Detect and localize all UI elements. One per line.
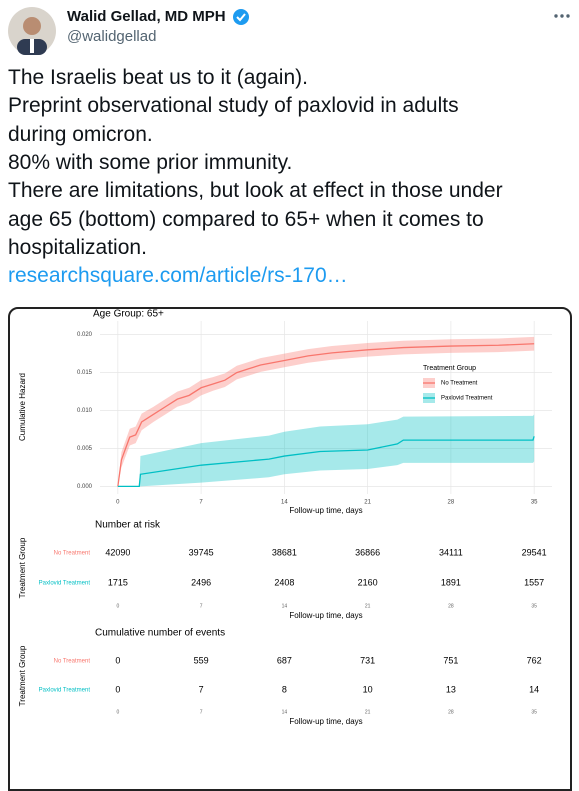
- tweet-text-line: hospitalization.: [8, 235, 147, 259]
- table-cell: 0: [115, 684, 120, 694]
- legend-label: No Treatment: [441, 381, 478, 387]
- tweet-text-line: age 65 (bottom) compared to 65+ when it …: [8, 207, 484, 231]
- tweet-text-line: There are limitations, but look at effec…: [8, 179, 503, 203]
- table-cell: 762: [527, 655, 542, 665]
- table-cell: 2160: [358, 577, 378, 587]
- x-tick-label: 7: [200, 709, 203, 715]
- table-cell: 2408: [274, 577, 294, 587]
- confidence-band: [117, 336, 535, 487]
- x-axis-label: Follow-up time, days: [289, 717, 362, 726]
- table-cell: 13: [446, 684, 456, 694]
- table-cell: 8: [282, 684, 287, 694]
- verified-badge: [233, 9, 249, 25]
- x-tick-label: 0: [116, 500, 120, 506]
- table-row-label: Paxlovid Treatment: [39, 688, 91, 694]
- tweet-link[interactable]: researchsquare.com/article/rs-170…: [8, 264, 348, 287]
- tweet-text-line: The Israelis beat us to it (again).: [8, 66, 308, 89]
- confidence-band: [117, 414, 535, 487]
- table-row-label: Paxlovid Treatment: [39, 581, 91, 587]
- table-cell: 14: [529, 684, 539, 694]
- x-tick-label: 0: [116, 603, 119, 609]
- table-cell: 36866: [355, 547, 380, 557]
- x-tick-label: 21: [365, 709, 371, 715]
- tweet-text-line: Preprint observational study of paxlovid…: [8, 94, 459, 118]
- x-tick-label: 35: [531, 603, 537, 609]
- x-tick-label: 28: [448, 709, 454, 715]
- y-tick-label: 0.015: [77, 370, 93, 376]
- table-cell: 687: [277, 655, 292, 665]
- table-cell: 0: [115, 655, 120, 665]
- hazard-line: [117, 436, 535, 488]
- legend-label: Paxlovid Treatment: [441, 396, 493, 402]
- table-cell: 7: [199, 684, 204, 694]
- y-tick-label: 0.010: [77, 408, 93, 414]
- y-axis-label: Cumulative Hazard: [18, 373, 27, 441]
- table-cell: 559: [194, 655, 209, 665]
- table-cell: 39745: [189, 547, 214, 557]
- y-tick-label: 0.000: [77, 484, 93, 490]
- x-tick-label: 21: [364, 500, 371, 506]
- more-button[interactable]: [553, 12, 571, 20]
- table-cell: 38681: [272, 547, 297, 557]
- table-cell: 1891: [441, 577, 461, 587]
- x-tick-label: 7: [200, 603, 203, 609]
- x-tick-label: 21: [365, 603, 371, 609]
- table-y-label: Treatment Group: [18, 645, 27, 706]
- x-tick-label: 14: [281, 500, 288, 506]
- x-tick-label: 14: [282, 603, 288, 609]
- table-cell: 751: [443, 655, 458, 665]
- avatar[interactable]: [8, 7, 56, 55]
- table-cell: 42090: [105, 547, 130, 557]
- author-handle[interactable]: @walidgellad: [67, 28, 157, 45]
- x-tick-label: 0: [116, 709, 119, 715]
- tweet-text-line: 80% with some prior immunity.: [8, 150, 293, 174]
- x-tick-label: 35: [531, 500, 538, 506]
- x-axis-label: Follow-up time, days: [289, 611, 362, 620]
- table-row-label: No Treatment: [54, 551, 91, 557]
- chart-title: Age Group: 65+: [93, 309, 164, 320]
- tweet-text-line: during omicron.: [8, 122, 153, 146]
- table-cell: 34111: [439, 547, 463, 557]
- x-tick-label: 14: [282, 709, 288, 715]
- table-cell: 2496: [191, 577, 211, 587]
- author-name[interactable]: Walid Gellad, MD MPH: [67, 8, 226, 25]
- risk-title: Number at risk: [95, 520, 161, 531]
- y-tick-label: 0.020: [77, 332, 93, 338]
- x-tick-label: 28: [448, 500, 455, 506]
- events-title: Cumulative number of events: [95, 628, 225, 639]
- x-tick-label: 7: [199, 500, 203, 506]
- hazard-line: [117, 343, 535, 487]
- y-tick-label: 0.005: [77, 446, 93, 452]
- table-cell: 731: [360, 655, 375, 665]
- table-y-label: Treatment Group: [18, 537, 27, 598]
- table-cell: 1715: [108, 577, 128, 587]
- plot-background: [100, 321, 552, 494]
- table-row-label: No Treatment: [54, 659, 91, 665]
- x-tick-label: 28: [448, 603, 454, 609]
- table-cell: 1557: [524, 577, 544, 587]
- x-tick-label: 35: [531, 709, 537, 715]
- table-cell: 10: [363, 684, 373, 694]
- x-axis-label: Follow-up time, days: [289, 506, 362, 515]
- legend-title: Treatment Group: [423, 365, 476, 372]
- table-cell: 29541: [522, 547, 547, 557]
